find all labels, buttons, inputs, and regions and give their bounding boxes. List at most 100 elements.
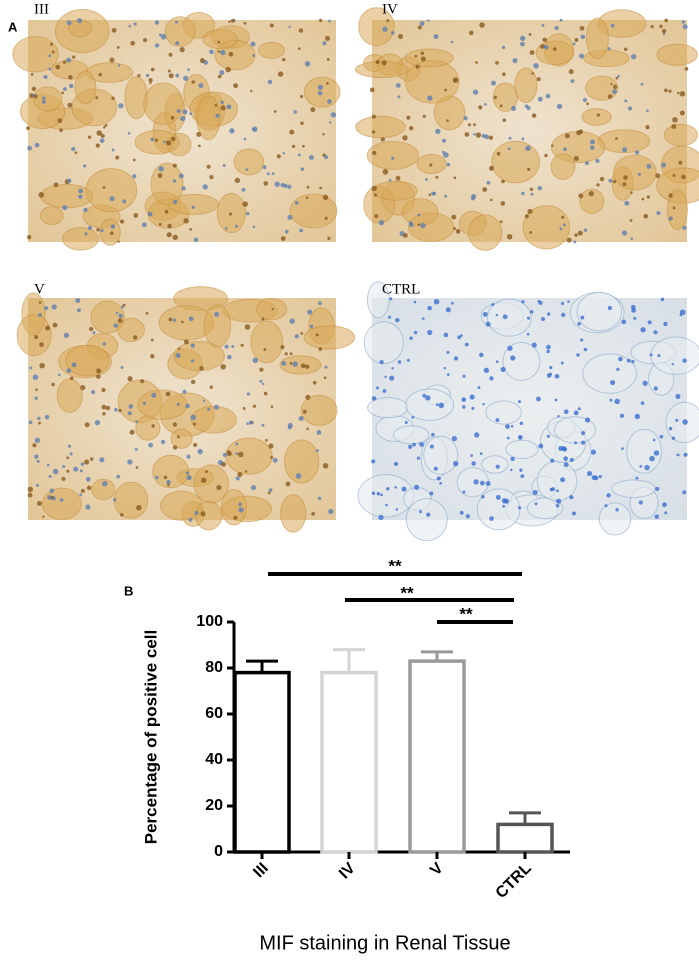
nucleus	[397, 95, 401, 99]
nucleus	[417, 213, 421, 217]
nucleus	[369, 87, 375, 93]
nucleus	[472, 89, 479, 95]
nucleus	[438, 402, 445, 409]
nucleus	[95, 96, 99, 100]
nucleus	[193, 237, 199, 242]
nucleus	[371, 114, 376, 119]
nucleus	[142, 401, 147, 405]
nucleus	[267, 79, 273, 85]
nucleus	[150, 338, 154, 342]
nucleus	[468, 30, 474, 36]
nucleus	[382, 389, 387, 393]
nucleus	[143, 38, 148, 43]
nucleus	[127, 376, 133, 382]
nucleus	[671, 124, 677, 130]
nucleus	[386, 19, 390, 23]
nucleus	[576, 353, 580, 357]
nucleus	[531, 113, 537, 118]
tubule	[193, 464, 230, 504]
nucleus	[371, 459, 376, 464]
nucleus	[481, 494, 485, 499]
nucleus	[185, 403, 190, 409]
nucleus	[67, 102, 73, 108]
nucleus	[443, 367, 446, 370]
x-tick-label: V	[427, 860, 447, 880]
nucleus	[148, 77, 153, 83]
nucleus	[324, 155, 329, 160]
nucleus	[510, 355, 516, 361]
nucleus	[444, 88, 448, 92]
tubule	[585, 75, 619, 101]
nucleus	[521, 191, 525, 196]
tubule	[404, 48, 454, 68]
nucleus	[644, 464, 650, 471]
nucleus	[534, 502, 538, 506]
y-axis-title: Percentage of positive cell	[141, 630, 160, 844]
tubule	[550, 153, 576, 180]
y-tick-label: 60	[205, 705, 223, 722]
nucleus	[327, 99, 332, 104]
nucleus	[252, 54, 256, 57]
nucleus	[78, 194, 83, 199]
nucleus	[66, 20, 72, 26]
nucleus	[495, 494, 501, 500]
nucleus	[201, 477, 207, 483]
nucleus	[85, 476, 91, 482]
nucleus	[371, 185, 377, 192]
nucleus	[563, 147, 567, 152]
nucleus	[243, 21, 247, 25]
nucleus	[681, 174, 686, 180]
nucleus	[409, 125, 414, 131]
nucleus	[650, 24, 654, 29]
nucleus	[167, 223, 172, 229]
nucleus	[191, 205, 195, 209]
nucleus	[154, 20, 160, 25]
nucleus	[607, 305, 612, 311]
nucleus	[464, 342, 469, 347]
nucleus	[202, 184, 208, 190]
nucleus	[429, 491, 434, 496]
nucleus	[508, 136, 512, 140]
nucleus	[371, 130, 376, 134]
nucleus	[48, 54, 52, 58]
nucleus	[61, 476, 66, 482]
nucleus	[683, 452, 688, 457]
nucleus	[550, 487, 555, 492]
nucleus	[127, 459, 133, 465]
nucleus	[200, 511, 206, 517]
nucleus	[118, 408, 122, 413]
nucleus	[245, 168, 249, 171]
nucleus	[382, 26, 388, 32]
nucleus	[116, 46, 120, 49]
nucleus	[198, 83, 204, 89]
nucleus	[630, 54, 637, 60]
nucleus	[493, 95, 498, 100]
nucleus	[228, 51, 234, 57]
nucleus	[563, 409, 569, 415]
nucleus	[178, 173, 184, 179]
nucleus	[623, 175, 628, 180]
significance-label: **	[400, 583, 414, 602]
tubule	[12, 36, 59, 73]
tubule	[250, 320, 284, 364]
tubule	[225, 437, 273, 475]
nucleus	[499, 220, 503, 224]
nucleus	[527, 208, 533, 214]
tubule	[283, 439, 320, 484]
nucleus	[490, 80, 497, 86]
nucleus	[168, 317, 173, 322]
tubule	[405, 498, 448, 542]
nucleus	[224, 227, 228, 230]
nucleus	[528, 32, 532, 36]
nucleus	[117, 64, 121, 67]
nucleus	[455, 228, 461, 234]
nucleus	[484, 134, 490, 140]
tubule	[366, 281, 390, 319]
nucleus	[270, 405, 274, 409]
tubule	[113, 481, 149, 519]
nucleus	[378, 514, 384, 521]
panel-label: B	[124, 583, 133, 598]
tubule	[300, 394, 338, 426]
nucleus	[578, 193, 584, 199]
nucleus	[624, 99, 628, 103]
